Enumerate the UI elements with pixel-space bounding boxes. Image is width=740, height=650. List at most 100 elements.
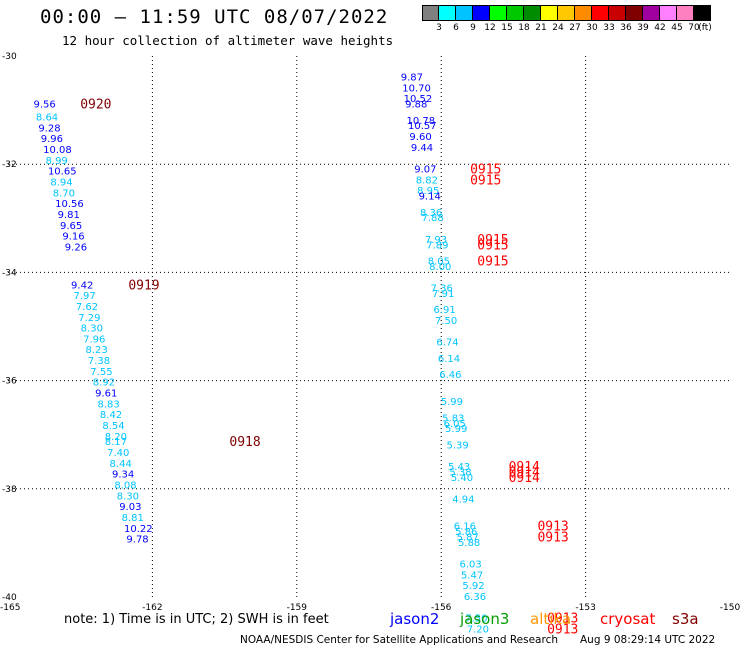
legend-swatch (490, 5, 507, 21)
legend-label: (ft) (698, 23, 712, 33)
color-scale-legend (422, 5, 711, 21)
satellite-cryosat: cryosat (600, 610, 656, 628)
wave-height-label: 9.61 (95, 389, 117, 400)
legend-label: 70 (688, 23, 700, 33)
legend-label: 3 (436, 23, 442, 33)
legend-swatch (609, 5, 626, 21)
pass-time-label: 0913 (547, 612, 578, 627)
wave-height-label: 7.88 (421, 213, 443, 224)
wave-height-label: 10.57 (408, 121, 437, 132)
wave-height-label: 8.92 (93, 378, 115, 389)
pass-time-label: 0915 (470, 163, 501, 178)
wave-height-label: 6.46 (439, 370, 461, 381)
wave-height-label: 8.99 (46, 156, 68, 167)
wave-height-label: 9.03 (119, 502, 141, 513)
legend-label: 42 (654, 23, 666, 33)
wave-height-label: 7.29 (78, 313, 100, 324)
legend-label: 6 (453, 23, 459, 33)
legend-label: 15 (501, 23, 513, 33)
pass-time-label: 0915 (477, 238, 508, 253)
wave-height-label: 5.92 (462, 581, 484, 592)
legend-swatch (439, 5, 456, 21)
pass-time-label: 0915 (477, 233, 508, 248)
x-tick-label: -153 (575, 603, 595, 613)
legend-swatch (694, 5, 711, 21)
y-tick-label: -34 (2, 268, 17, 278)
wave-height-label: 7.50 (435, 316, 457, 327)
satellite-jason2: jason2 (390, 610, 440, 628)
wave-height-label: 7.62 (76, 302, 98, 313)
wave-height-label: 8.17 (105, 437, 127, 448)
legend-label: 24 (552, 23, 564, 33)
wave-height-label: 9.44 (411, 143, 433, 154)
wave-height-label: 6.03 (459, 559, 481, 570)
y-tick-label: -40 (2, 593, 17, 603)
wave-height-label: 5.99 (441, 397, 463, 408)
wave-height-label: 9.07 (414, 165, 436, 176)
wave-height-label: 7.50 (465, 614, 487, 625)
wave-height-label: 9.78 (126, 535, 148, 546)
legend-swatch (473, 5, 490, 21)
wave-height-label: 9.26 (65, 242, 87, 253)
wave-height-label: 9.81 (58, 210, 80, 221)
wave-height-label: 10.22 (124, 524, 153, 535)
wave-height-label: 9.65 (60, 221, 82, 232)
pass-time-label: 0918 (229, 435, 260, 450)
wave-height-label: 5.40 (451, 473, 473, 484)
wave-height-label: 6.36 (464, 592, 486, 603)
wave-height-label: 8.95 (417, 186, 439, 197)
wave-height-label: 6.91 (433, 305, 455, 316)
wave-height-label: 9.42 (71, 280, 93, 291)
wave-height-label: 8.44 (110, 459, 132, 470)
wave-height-label: 6.74 (436, 338, 458, 349)
wave-height-label: 8.94 (50, 178, 72, 189)
pass-time-label: 0915 (477, 254, 508, 269)
pass-time-label: 0915 (470, 173, 501, 188)
chart-title: 00:00 – 11:59 UTC 08/07/2022 (40, 6, 389, 28)
wave-height-label: 9.56 (34, 100, 56, 111)
satellite-s3a: s3a (672, 610, 699, 628)
wave-height-label: 9.28 (38, 123, 60, 134)
pass-time-label: 0913 (547, 622, 578, 637)
x-tick-label: -159 (287, 603, 308, 613)
wave-height-label: 7.20 (467, 624, 489, 635)
wave-height-label: 7.55 (90, 367, 112, 378)
wave-height-label: 8.42 (100, 410, 122, 421)
x-tick-label: -150 (720, 603, 740, 613)
footnote: note: 1) Time is in UTC; 2) SWH is in fe… (64, 612, 329, 627)
wave-height-label: 10.08 (43, 145, 72, 156)
wave-height-label: 7.89 (426, 240, 448, 251)
legend-swatch (677, 5, 694, 21)
legend-swatch (575, 5, 592, 21)
wave-height-label: 8.20 (105, 432, 127, 443)
wave-height-label: 8.23 (85, 345, 107, 356)
x-tick-label: -162 (142, 603, 162, 613)
wave-height-label: 9.14 (419, 192, 441, 203)
pass-time-label: 0919 (128, 278, 159, 293)
legend-swatch (456, 5, 473, 21)
wave-height-label: 9.60 (409, 132, 431, 143)
wave-height-label: 10.70 (402, 83, 431, 94)
wave-height-label: 5.38 (449, 467, 471, 478)
pass-time-label: 0914 (509, 460, 540, 475)
wave-height-label: 9.87 (401, 73, 423, 84)
wave-height-label: 7.36 (431, 284, 453, 295)
x-tick-label: -165 (0, 603, 20, 613)
legend-swatch (541, 5, 558, 21)
wave-height-label: 6.14 (438, 354, 460, 365)
wave-height-label: 6.05 (444, 419, 466, 430)
wave-height-label: 9.88 (405, 100, 427, 111)
wave-height-label: 8.83 (98, 399, 120, 410)
pass-time-label: 0913 (537, 530, 568, 545)
legend-label: 39 (637, 23, 649, 33)
legend-label: 45 (671, 23, 683, 33)
wave-height-label: 8.05 (428, 256, 450, 267)
satellite-altika: altika (530, 610, 572, 628)
wave-height-label: 10.56 (55, 199, 84, 210)
wave-height-label: 8.64 (36, 113, 58, 124)
wave-height-label: 7.91 (432, 289, 454, 300)
wave-height-label: 5.87 (457, 532, 479, 543)
legend-label: 21 (535, 23, 547, 33)
wave-height-label: 7.97 (73, 291, 95, 302)
wave-height-label: 7.93 (425, 235, 447, 246)
